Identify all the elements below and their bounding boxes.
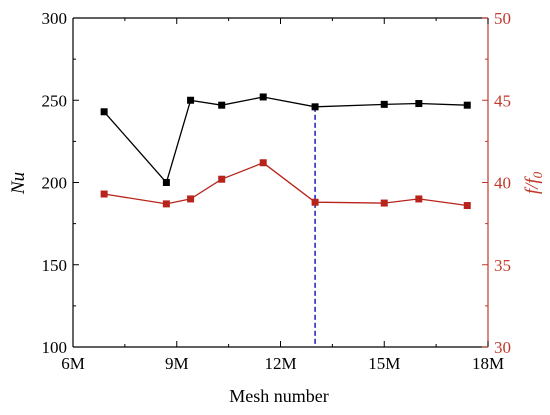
- y-right-tick-label-4: 45: [494, 91, 511, 110]
- x-tick-label-1: 6M: [61, 354, 85, 373]
- series-2-marker-7: [380, 199, 388, 207]
- y-right-axis-title-main: f/f: [522, 176, 543, 195]
- series-1-marker-3: [187, 96, 195, 104]
- series-2-marker-1: [100, 190, 108, 198]
- y-left-tick-label-3: 200: [42, 174, 68, 193]
- x-axis-title: Mesh number: [229, 386, 328, 406]
- series-1-marker-5: [259, 93, 267, 101]
- series-2-marker-6: [311, 198, 319, 206]
- series-2-line: [103, 162, 468, 207]
- y-left-tick-label-4: 250: [42, 91, 68, 110]
- y-right-tick-label-2: 35: [494, 256, 511, 275]
- plot-layer: 6M 9M 12M 15M 18M 100 150 200 250 300 30 35 40 45 50: [42, 9, 512, 373]
- series-2-marker-5: [259, 159, 267, 167]
- y-right-tick-label-3: 40: [494, 174, 511, 193]
- y-right-tick-label-5: 50: [494, 9, 511, 28]
- series-2-marker-2: [162, 200, 170, 208]
- series-1-marker-2: [162, 179, 170, 186]
- y-left-tick-label-5: 300: [42, 9, 68, 28]
- x-tick-label-4: 15M: [368, 354, 400, 373]
- y-right-axis-title: f/f0: [522, 171, 545, 194]
- series-2-marker-9: [463, 202, 471, 210]
- y-right-axis-title-sub: 0: [530, 171, 545, 178]
- x-tick-label-3: 12M: [264, 354, 296, 373]
- series-1-marker-4: [218, 101, 226, 109]
- series-2-marker-4: [218, 175, 226, 183]
- y-left-axis-title: Nu: [8, 172, 29, 195]
- series-1-marker-1: [100, 108, 108, 116]
- y-left-tick-label-2: 150: [42, 256, 68, 275]
- series-1-line: [103, 96, 468, 184]
- series-2-marker-8: [415, 195, 423, 203]
- series-1-marker-7: [380, 100, 388, 108]
- x-tick-label-2: 9M: [165, 354, 189, 373]
- series-1-marker-6: [311, 103, 319, 111]
- x-tick-label-5: 18M: [472, 354, 504, 373]
- y-left-tick-label-1: 100: [42, 338, 68, 357]
- series-2-marker-3: [187, 195, 195, 203]
- series-1-marker-8: [415, 100, 423, 108]
- y-right-tick-label-1: 30: [494, 338, 511, 357]
- series-1-marker-9: [463, 101, 471, 109]
